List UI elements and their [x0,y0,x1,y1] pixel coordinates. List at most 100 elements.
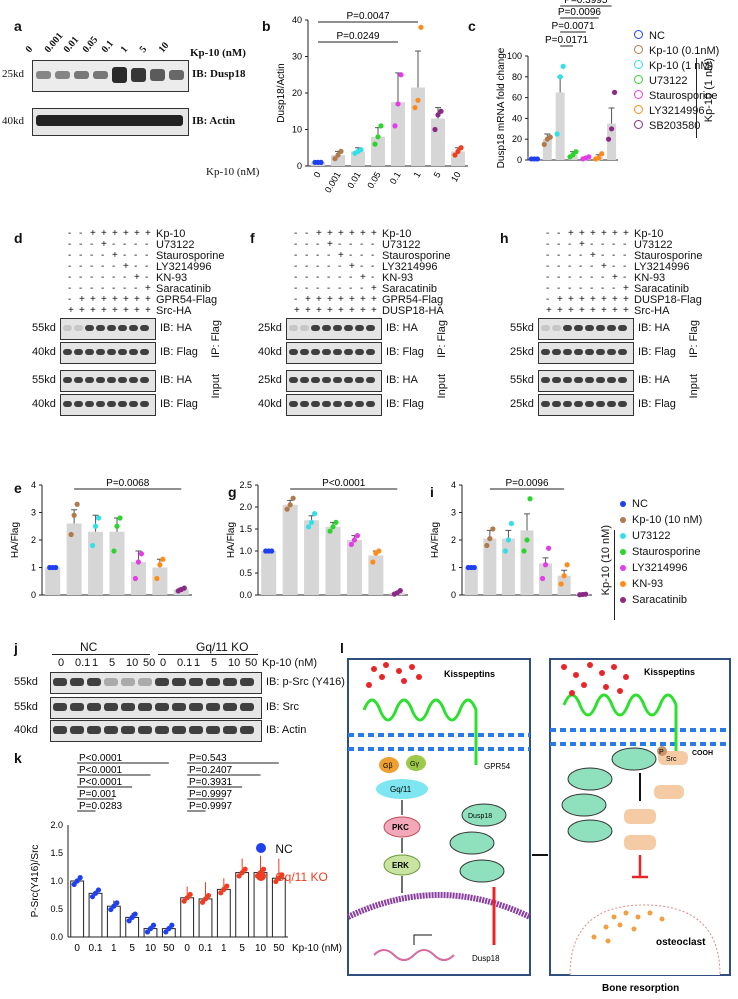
data-point [184,895,190,901]
panel-j-unit: Kp-10 (nM) [262,657,318,669]
sign-cell: - [623,239,627,250]
sign-cell: - [568,250,572,261]
bar [346,540,362,595]
y-tick-label: 1 [31,563,36,573]
panel-j-band [70,726,84,734]
sign-cell: + [90,228,96,239]
data-point [395,101,401,107]
panel-j-ib: IB: p-Src (Y416) [266,676,345,688]
p-value-label: P<0.0001 [79,753,123,764]
panel-j-conc: 10 [126,657,139,669]
sign-cell: - [134,283,138,294]
panel-j-ib: IB: Src [266,701,300,713]
x-tick-label: 0 [312,170,323,179]
legend-c-dot [634,75,643,84]
panel-j-band [172,703,186,711]
sign-cell: - [305,283,309,294]
bar [501,538,515,595]
sign-cell: - [612,283,616,294]
bar [325,526,341,595]
panel-a-conc-label: 0.05 [80,34,101,55]
blot-band [300,377,309,383]
data-point [539,575,546,582]
data-point [412,105,418,111]
panel_f-mw: 25kd [258,374,282,386]
legend-i-item: U73122 [620,530,671,542]
y-axis-label: HA/Flag [430,522,441,558]
blot-band [585,349,594,355]
sign-cell: - [557,272,561,283]
bar [180,897,195,938]
legend-k-ko-label: Gq/11 KO [275,870,328,884]
sign-cell: + [349,228,355,239]
panel-a-mw1: 25kd [2,68,24,80]
x-tick-label: 0 [184,943,190,954]
legend-i-dot [620,597,626,603]
sign-cell: - [327,272,331,283]
blot-band [96,325,105,331]
data-point [92,523,99,529]
legend-c-dot [634,30,643,39]
blot-band [333,325,342,331]
panel_f-letter: f [250,230,255,246]
sign-cell: - [579,250,583,261]
blot-band [366,377,375,383]
sign-cell: - [68,283,72,294]
legend-c-dot [634,105,643,114]
p-value-label: P=0.3931 [189,777,233,788]
sign-cell: - [316,283,320,294]
bar [331,155,345,166]
sign-cell: + [360,305,366,316]
sign-cell: - [68,239,72,250]
phospho-p-label: P [659,749,664,756]
sign-cell: + [327,239,333,250]
y-tick-label: 2.5 [239,480,252,490]
data-point [397,588,403,594]
data-point [564,562,570,568]
pkc-label: PKC [392,823,409,832]
panel_h-row-label: U73122 [634,239,673,251]
sign-cell: - [590,261,594,272]
panel_d-ib: IB: HA [160,322,192,334]
x-tick-label: 1 [221,943,227,954]
sign-cell: - [349,239,353,250]
legend-c-label: LY3214996 [649,105,705,117]
p-value-label: P=0.0068 [106,478,150,489]
bar [539,563,553,595]
legend-c-label: Kp-10 (0.1nM) [649,45,720,57]
legend-c-dot [634,90,643,99]
legend-i-bracket [614,530,615,620]
data-point [541,141,547,147]
panel-j-conc: 50 [143,657,156,669]
blot-band [333,401,342,407]
bone-resorption-label: Bone resorption [602,983,679,994]
data-point [242,866,248,872]
legend-i-label: Kp-10 (10 nM) [632,514,703,526]
data-point [335,152,341,158]
blot-band [585,377,594,383]
blot-band [355,325,364,331]
sign-cell: + [123,261,129,272]
cooh-label: COOH [692,750,713,757]
panel-j-conc: 0.1 [75,657,91,669]
g-gamma-shape [406,755,426,771]
blot-band [85,325,94,331]
data-point [117,515,123,521]
blot-band [563,325,572,331]
sign-cell: - [316,250,320,261]
sign-cell: - [360,250,364,261]
legend-i-label: NC [632,498,648,510]
panel-j-conc: 0 [58,657,65,669]
legend-i-label: Staurosporine [632,546,701,558]
panel-a-conc-label: 5 [137,44,150,55]
sign-cell: - [294,228,298,239]
data-point [435,112,441,118]
sign-cell: - [294,261,298,272]
legend-i-dot [620,549,626,555]
dusp18-blobs-left [449,803,507,883]
blot-band [140,377,149,383]
bar [173,589,189,595]
sign-cell: + [123,228,129,239]
g-gamma-label: Gγ [410,761,419,768]
y-tick-label: 3 [451,508,456,518]
